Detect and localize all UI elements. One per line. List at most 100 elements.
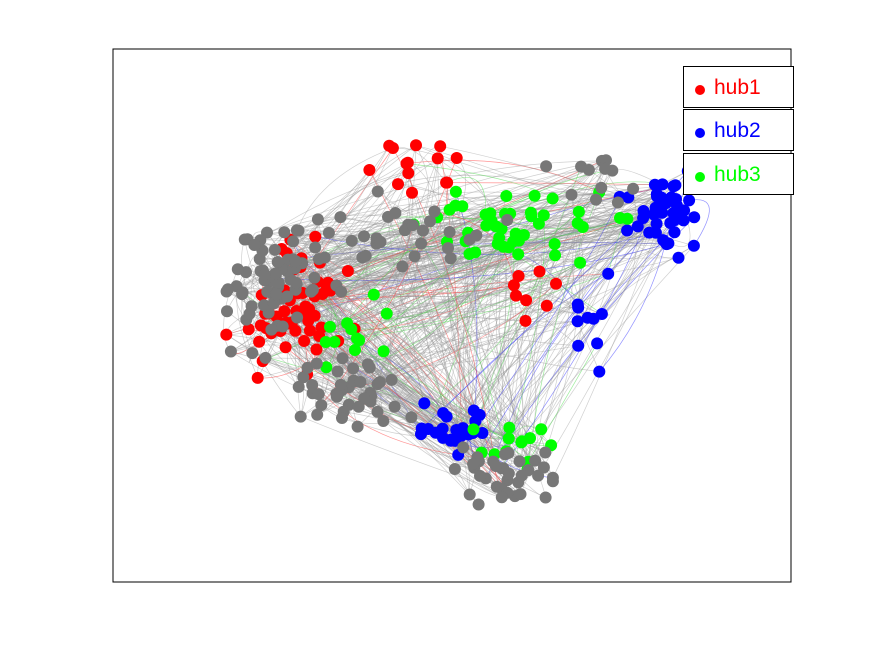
graph-edge [462,222,671,448]
graph-node-hub1 [254,319,267,332]
graph-node-hub3 [512,248,525,261]
graph-edge [377,145,417,412]
graph-edge [443,243,669,414]
graph-edge [300,416,516,497]
graph-node-hub2 [660,238,673,251]
graph-node-hub1 [392,178,404,191]
graph-node-hub2 [591,337,604,350]
graph-edge [365,169,590,257]
graph-edge [442,241,514,414]
graph-node-other [224,345,237,358]
graph-edge [442,222,579,439]
graph-edge [421,230,628,429]
graph-edge [508,214,655,439]
graph-node-hub3 [350,332,363,345]
graph-edge [341,283,557,391]
node-layer [220,139,701,511]
graph-edge [348,160,603,405]
graph-node-hub3 [456,200,469,213]
graph-edge [379,253,470,383]
graph-edge [329,170,688,328]
graph-node-hub1 [402,167,415,180]
graph-node-hub3 [345,323,358,336]
graph-node-hub3 [480,219,493,232]
graph-node-other [371,185,384,198]
graph-node-hub3 [572,205,585,218]
graph-edge [294,239,664,273]
graph-edge [446,177,486,215]
graph-node-hub2 [422,423,435,435]
graph-node-other [385,373,398,386]
graph-edge [303,340,521,495]
graph-edge [324,246,352,272]
graph-node-hub1 [450,152,463,164]
graph-node-hub3 [571,217,584,230]
graph-node-other [334,211,347,224]
graph-edge [340,216,552,446]
legend-marker-hub1 [695,85,705,95]
graph-edge [301,257,531,439]
graph-node-other [268,243,281,256]
graph-edge [319,262,552,446]
graph-node-other [308,271,321,284]
graph-node-hub1 [507,279,520,292]
graph-edge [312,273,609,298]
graph-edge [290,241,667,280]
graph-node-other [599,162,612,175]
graph-edge [554,243,582,305]
graph-node-hub1 [434,140,447,153]
graph-edge [315,232,656,255]
graph-node-hub3 [319,336,332,348]
graph-node-other [306,283,319,296]
graph-node-other [539,446,552,459]
graph-edge [392,147,497,467]
graph-node-hub1 [512,270,525,282]
graph-node-other [361,358,374,371]
graph-node-other [238,233,251,246]
graph-node-other [374,236,387,248]
graph-edge [508,425,546,453]
graph-edge [315,160,602,248]
graph-node-hub3 [469,246,482,259]
graph-edge [376,243,475,468]
graph-edge [291,212,663,323]
graph-edge [467,204,532,233]
graph-edge [262,240,520,362]
graph-edge [294,257,679,285]
graph-node-other [396,260,409,273]
graph-edge [347,256,415,388]
graph-node-hub2 [621,224,634,237]
graph-edge [456,228,502,455]
graph-node-hub3 [367,288,380,301]
graph-node-other [291,311,304,324]
graph-node-other [312,388,325,401]
graph-node-hub1 [303,324,316,337]
graph-edge [314,254,556,317]
graph-edge [271,188,634,330]
graph-edge [342,245,695,359]
graph-node-other [443,226,456,238]
graph-node-other [290,276,303,289]
graph-edge [443,406,523,442]
graph-edge [407,172,554,482]
graph-node-other [611,196,624,209]
graph-node-other [297,371,310,384]
graph-edge [420,273,609,435]
graph-node-other [236,286,249,299]
legend-label-hub1: hub1 [714,76,761,99]
graph-node-hub3 [502,432,515,445]
graph-node-other [347,362,360,375]
graph-edge [298,230,578,305]
graph-node-hub1 [510,289,522,302]
graph-edge [537,220,675,476]
graph-node-hub3 [548,238,561,250]
graph-node-other [354,376,367,388]
graph-node-hub3 [324,320,336,333]
graph-edge [365,255,384,422]
graph-node-hub1 [540,299,553,312]
graph-node-other [318,251,331,264]
graph-node-other [546,475,559,488]
graph-node-hub3 [516,435,529,448]
graph-node-other [501,214,514,226]
graph-node-other [336,412,348,424]
